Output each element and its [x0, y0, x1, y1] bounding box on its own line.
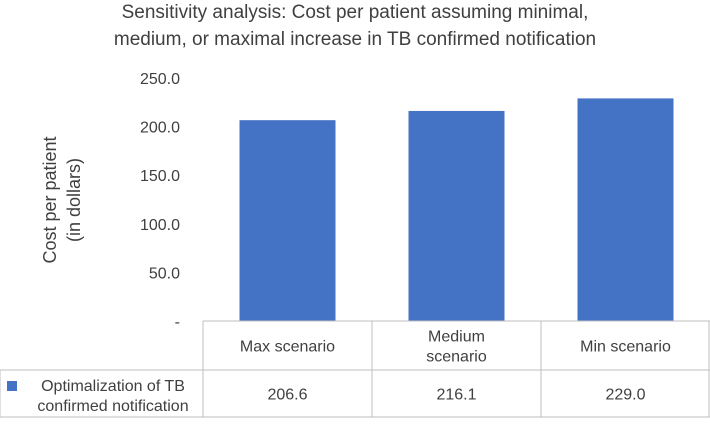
chart-title-line-1: Sensitivity analysis: Cost per patient a…: [121, 2, 589, 23]
legend-key: [7, 381, 17, 391]
legend-series-name: Optimalization of TB confirmed notificati…: [37, 378, 188, 415]
bar: [239, 120, 336, 321]
bar: [577, 98, 674, 321]
data-value-label: 206.6: [267, 387, 307, 404]
y-tick-label: 50.0: [149, 265, 180, 282]
data-value-label: 229.0: [605, 387, 645, 404]
y-tick-label: 250.0: [140, 71, 180, 88]
data-value-label: 216.1: [436, 387, 476, 404]
y-tick-label: -: [175, 314, 180, 331]
y-tick-label: 150.0: [140, 168, 180, 185]
x-category-label: Medium scenario: [426, 329, 487, 366]
y-tick-label: 100.0: [140, 217, 180, 234]
x-category-label: Min scenario: [580, 339, 671, 356]
y-tick-label: 200.0: [140, 120, 180, 137]
chart-title-line-2: medium, or maximal increase in TB confir…: [113, 29, 597, 50]
x-category-label: Max scenario: [240, 339, 335, 356]
bar: [408, 110, 505, 321]
